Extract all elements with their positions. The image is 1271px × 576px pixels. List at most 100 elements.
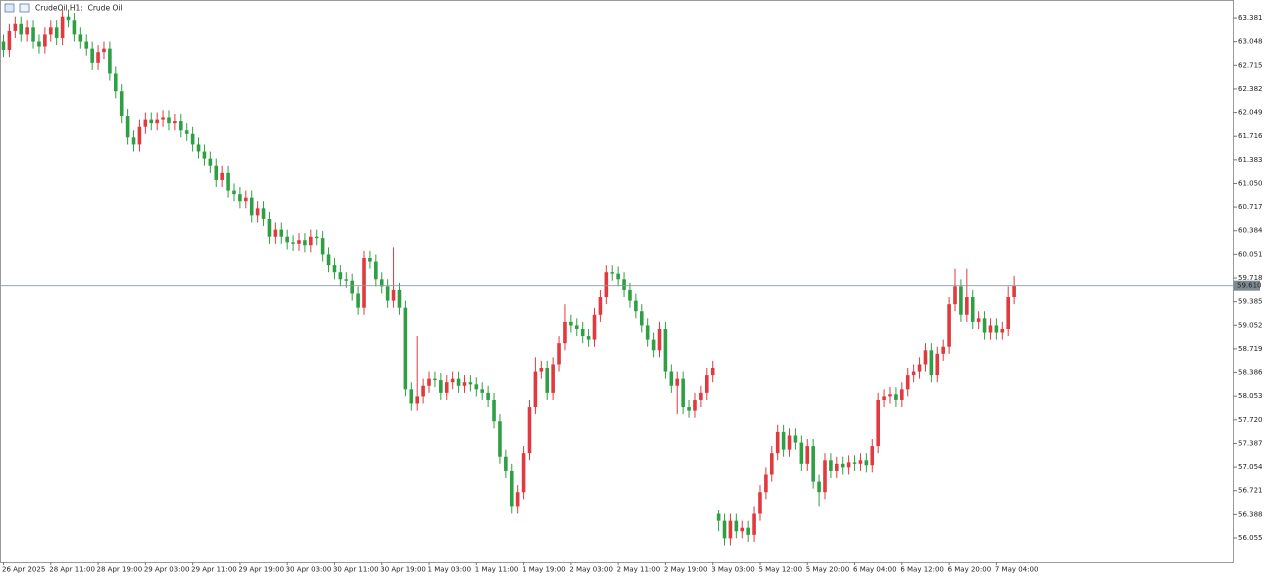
candle-body xyxy=(226,172,230,191)
candle-body xyxy=(563,321,567,344)
candle-body xyxy=(368,258,372,262)
candle-body xyxy=(835,463,839,471)
candle-body xyxy=(409,389,414,404)
y-tick-label: 61.716 xyxy=(1238,132,1263,140)
candle-body xyxy=(704,375,709,393)
candle-body xyxy=(911,371,916,376)
x-tick-label: 5 May 20:00 xyxy=(806,566,850,574)
y-tick-label: 61.050 xyxy=(1238,179,1263,187)
candle-body xyxy=(314,236,319,239)
candle-body xyxy=(403,307,408,390)
candle-body xyxy=(232,190,236,195)
candle-body xyxy=(25,27,29,35)
y-tick-label: 57.387 xyxy=(1238,439,1263,447)
candle-body xyxy=(119,91,124,117)
candle-body xyxy=(421,385,425,397)
candle-body xyxy=(1,41,6,51)
candle-body xyxy=(616,273,620,280)
y-tick-label: 57.720 xyxy=(1238,416,1263,424)
candle-body xyxy=(391,289,396,301)
candle-body xyxy=(397,289,402,308)
candle-body xyxy=(202,151,207,159)
candle-body xyxy=(882,396,886,400)
y-tick-label: 60.051 xyxy=(1238,250,1263,258)
candle-body xyxy=(1012,285,1016,298)
y-tick-label: 60.717 xyxy=(1238,203,1263,211)
x-tick-label: 1 May 03:00 xyxy=(428,566,472,574)
candle-body xyxy=(764,474,768,493)
candle-body xyxy=(805,446,810,464)
y-tick-label: 63.381 xyxy=(1238,14,1263,22)
candle-body xyxy=(1000,328,1005,333)
y-tick-label: 56.388 xyxy=(1238,510,1263,518)
candle-body xyxy=(84,41,89,49)
candle-body xyxy=(917,364,922,372)
candle-body xyxy=(184,130,189,134)
candle-body xyxy=(527,407,532,454)
x-tick-label: 1 May 11:00 xyxy=(475,566,519,574)
candle-body xyxy=(309,236,313,246)
candle-body xyxy=(651,339,656,351)
last-price-box xyxy=(1234,280,1260,291)
candle-body xyxy=(167,117,171,124)
candle-body xyxy=(474,384,479,390)
candle-body xyxy=(976,318,981,322)
y-tick-label: 59.718 xyxy=(1238,274,1263,282)
candle-body xyxy=(775,431,780,454)
candle-body xyxy=(982,318,987,333)
candle-body xyxy=(350,280,354,294)
candle-body xyxy=(947,304,951,347)
candle-body xyxy=(379,279,384,287)
candle-body xyxy=(628,289,632,301)
candle-body xyxy=(19,23,24,35)
y-tick-label: 60.384 xyxy=(1238,227,1263,235)
candle-body xyxy=(238,194,242,202)
candle-body xyxy=(267,218,272,237)
candle-body xyxy=(710,368,715,376)
x-tick-label: 1 May 19:00 xyxy=(522,566,566,574)
candle-body xyxy=(988,325,993,333)
y-tick-label: 57.054 xyxy=(1238,463,1263,471)
candle-body xyxy=(137,126,142,145)
candle-body xyxy=(179,121,183,131)
candle-body xyxy=(580,328,585,337)
candle-body xyxy=(746,527,750,535)
candle-body xyxy=(261,208,266,219)
candle-body xyxy=(31,27,35,42)
candle-body xyxy=(439,380,443,393)
candle-body xyxy=(840,463,845,468)
candle-body xyxy=(693,399,697,411)
candle-body xyxy=(356,293,360,308)
candle-body xyxy=(734,520,739,532)
candle-body xyxy=(131,137,136,145)
y-tick-label: 56.721 xyxy=(1238,487,1263,495)
y-tick-label: 62.382 xyxy=(1238,85,1263,93)
candle-body xyxy=(113,73,118,92)
x-tick-label: 26 Apr 2025 xyxy=(2,566,45,574)
candle-body xyxy=(427,378,431,386)
x-tick-label: 7 May 04:00 xyxy=(995,566,1039,574)
candle-body xyxy=(846,462,851,468)
candle-body xyxy=(54,27,59,38)
candle-body xyxy=(740,527,745,532)
candle-body xyxy=(208,158,213,166)
y-tick-label: 62.715 xyxy=(1238,61,1263,69)
y-tick-label: 58.053 xyxy=(1238,392,1263,400)
candle-body xyxy=(102,48,106,53)
x-tick-label: 2 May 03:00 xyxy=(569,566,613,574)
candle-body xyxy=(663,328,668,372)
candle-body xyxy=(326,254,331,266)
candle-body xyxy=(752,513,756,535)
candle-body xyxy=(90,48,94,63)
candle-body xyxy=(332,265,337,273)
candle-body xyxy=(669,371,674,386)
y-tick-label: 63.048 xyxy=(1238,38,1263,46)
candle-body xyxy=(249,197,254,216)
x-tick-label: 29 Apr 03:00 xyxy=(144,566,190,574)
candle-body xyxy=(858,460,863,464)
y-tick-label: 59.052 xyxy=(1238,321,1263,329)
candle-body xyxy=(37,41,41,47)
candle-body xyxy=(852,462,857,464)
candle-body xyxy=(486,392,490,400)
candle-body xyxy=(634,300,638,312)
